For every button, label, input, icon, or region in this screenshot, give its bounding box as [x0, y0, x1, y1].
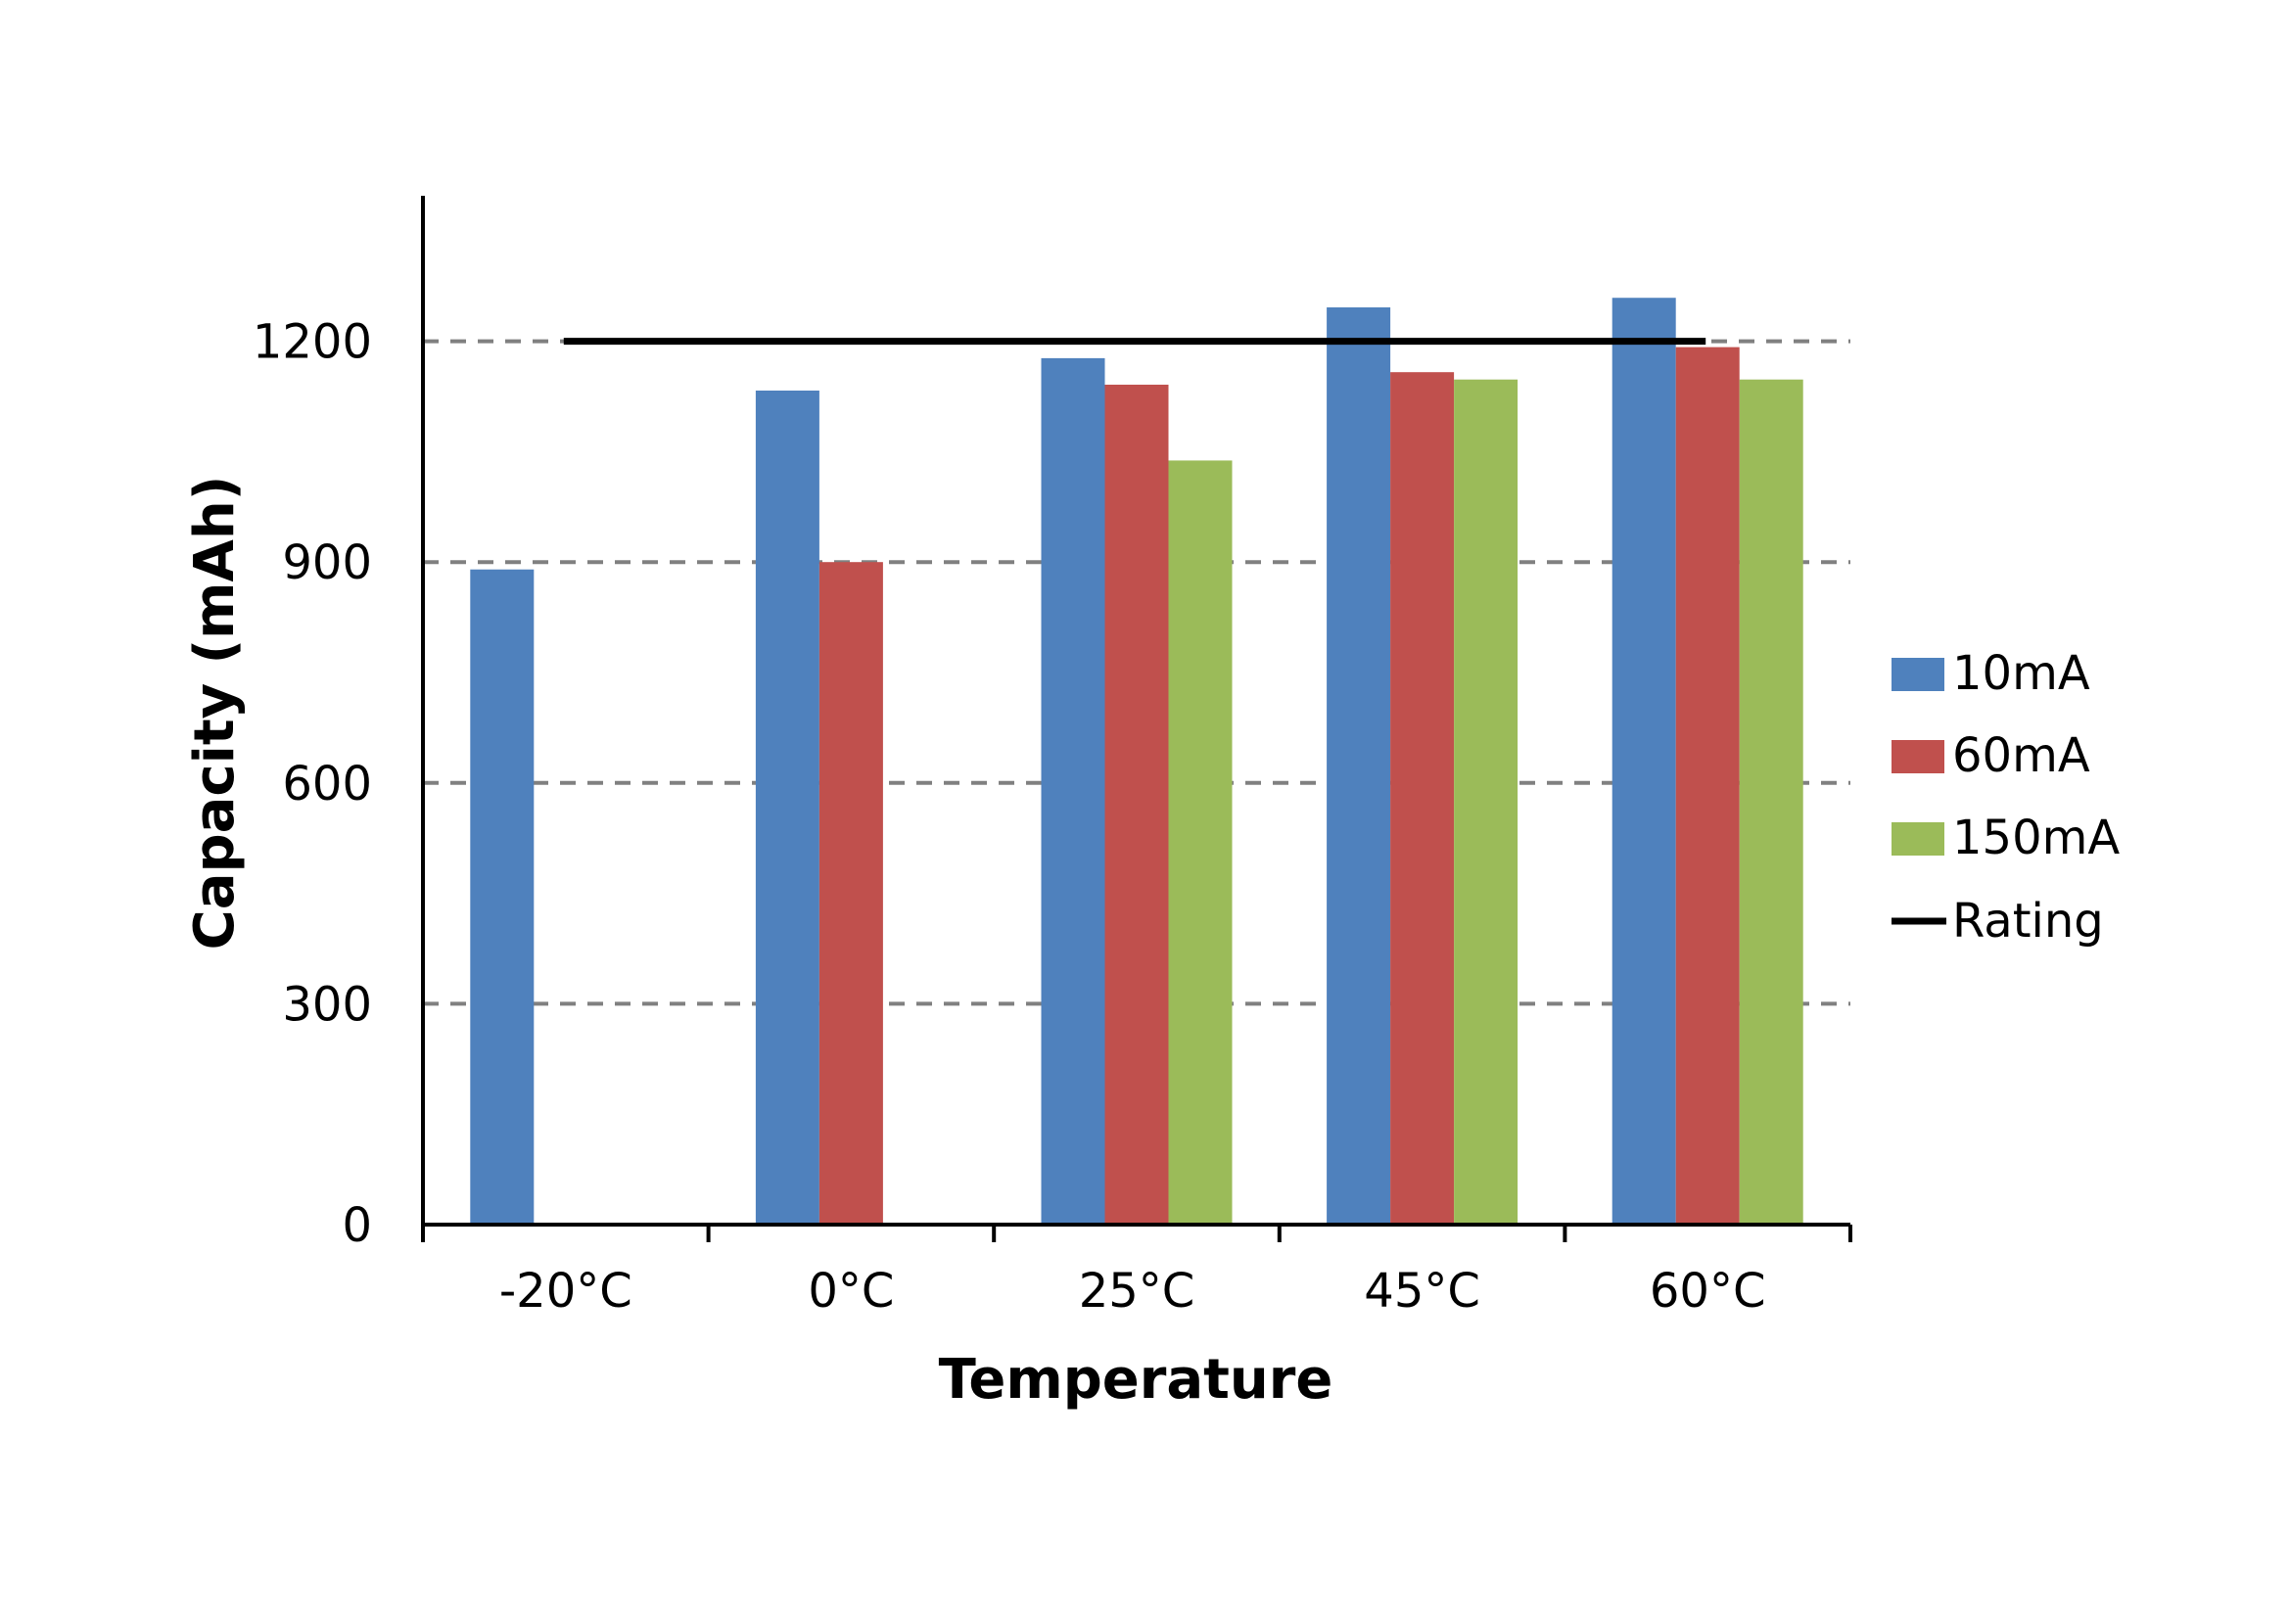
x-tick-label: 0°C [808, 1264, 894, 1319]
legend-label-rating: Rating [1952, 894, 2104, 949]
y-tick-label: 1200 [253, 315, 372, 370]
bar-150ma-3 [1454, 379, 1518, 1226]
bar-10ma-1 [755, 390, 819, 1225]
y-tick-label: 600 [282, 757, 372, 812]
bar-150ma-2 [1168, 460, 1233, 1225]
legend-swatch-150ma [1892, 822, 1944, 856]
legend-label-60ma: 60mA [1952, 728, 2090, 783]
bar-60ma-1 [818, 562, 883, 1225]
bars [470, 298, 1803, 1226]
bar-60ma-2 [1104, 384, 1169, 1225]
bar-10ma-2 [1041, 357, 1105, 1225]
bar-10ma-0 [470, 569, 535, 1225]
y-tick-label: 300 [282, 977, 372, 1032]
x-tick-label: 45°C [1364, 1264, 1480, 1319]
x-tick-label: 25°C [1079, 1264, 1195, 1319]
tick-labels: 0 300 600 900 1200 -20°C 0°C 25°C 45°C 60°C [253, 315, 1766, 1319]
y-tick-label: 900 [282, 535, 372, 590]
legend: 10mA 60mA 150mA Rating [1892, 646, 2120, 949]
x-axis-title: Temperature [939, 1348, 1333, 1412]
bar-150ma-4 [1739, 379, 1803, 1226]
bar-10ma-4 [1612, 298, 1676, 1225]
y-tick-label: 0 [342, 1198, 372, 1253]
legend-swatch-10ma [1892, 658, 1944, 691]
legend-label-150ma: 150mA [1952, 811, 2120, 865]
bar-10ma-3 [1327, 307, 1391, 1225]
legend-label-10ma: 10mA [1952, 646, 2090, 701]
x-tick-label: -20°C [499, 1264, 632, 1319]
y-axis-title: Capacity (mAh) [183, 476, 247, 951]
bar-60ma-4 [1675, 347, 1740, 1226]
x-tick-label: 60°C [1650, 1264, 1766, 1319]
axes [421, 196, 1852, 1242]
bar-60ma-3 [1390, 372, 1455, 1226]
legend-swatch-60ma [1892, 740, 1944, 773]
